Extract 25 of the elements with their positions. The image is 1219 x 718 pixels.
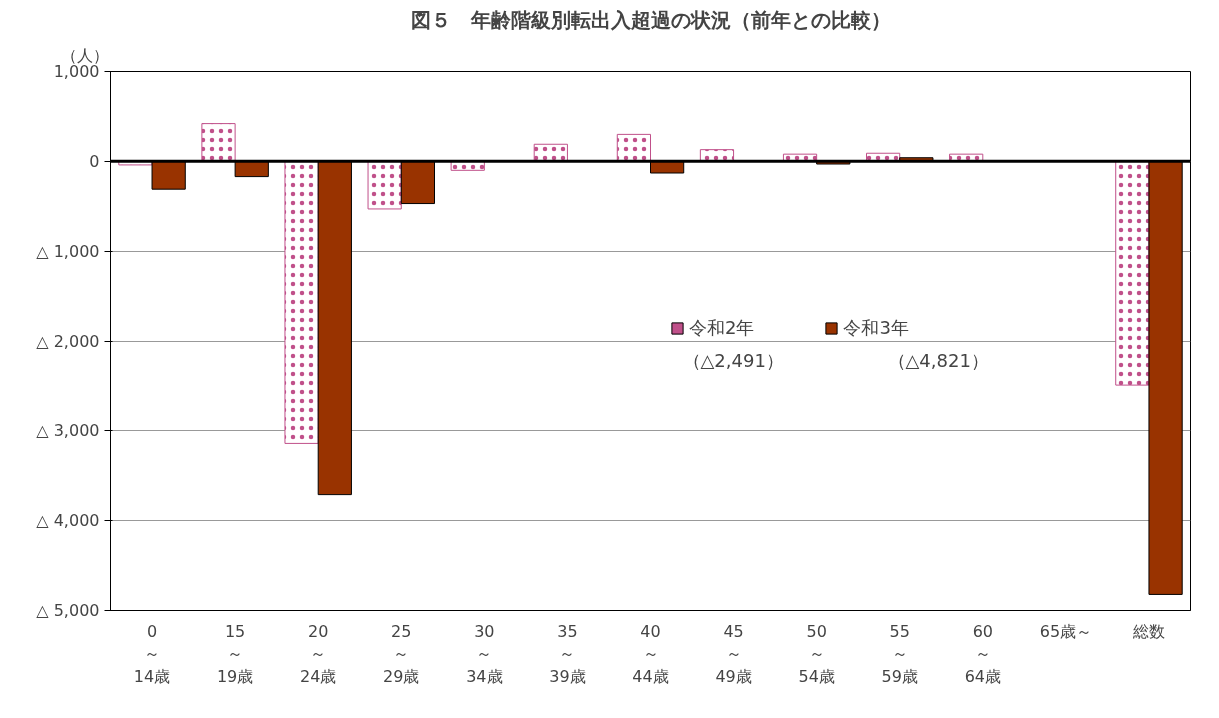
x-tick-label: 55 ～ 59歳 <box>881 621 918 687</box>
x-tick-label: 35 ～ 39歳 <box>549 621 586 687</box>
annotation: （△2,491） <box>682 349 784 371</box>
x-tick-label: 50 ～ 54歳 <box>798 621 835 687</box>
x-tick-label: 40 ～ 44歳 <box>632 621 669 687</box>
x-tick-label: 45 ～ 49歳 <box>715 621 752 687</box>
legend-label: 令和3年 <box>843 316 909 340</box>
y-axis-title: （人） <box>60 45 109 65</box>
x-tick-label: 25 ～ 29歳 <box>383 621 420 687</box>
x-tick-label: 0 ～ 14歳 <box>133 621 171 687</box>
y-tick-label: △ 1,000 <box>36 241 100 261</box>
x-tick-label: 30 ～ 34歳 <box>466 621 503 687</box>
y-tick-label: △ 4,000 <box>36 511 100 531</box>
x-tick-label: 総数 <box>1131 621 1165 641</box>
x-tick-label: 20 ～ 24歳 <box>300 621 337 687</box>
x-tick-label: 15 ～ 19歳 <box>216 621 254 687</box>
x-tick-label: 65歳～ <box>1039 621 1093 641</box>
annotation: （△4,821） <box>887 349 989 371</box>
y-tick-label: △ 5,000 <box>36 601 100 620</box>
y-tick-label: △ 3,000 <box>36 421 100 441</box>
y-tick-label: 0 <box>89 151 100 171</box>
chart-title: 図５ 年齢階級別転出入超過の状況（前年との比較） <box>410 7 891 32</box>
x-tick-label: 60 ～ 64歳 <box>964 621 1001 687</box>
y-tick-label: △ 2,000 <box>36 331 100 351</box>
legend-label: 令和2年 <box>689 316 755 340</box>
